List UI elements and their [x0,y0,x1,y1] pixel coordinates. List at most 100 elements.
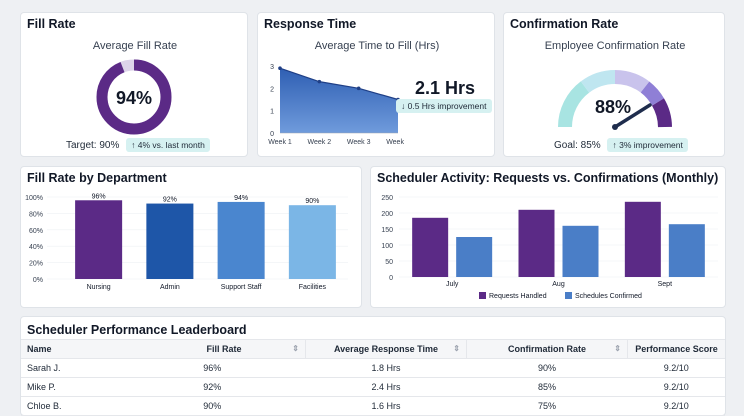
response-time-chart: 0 1 2 3 Week 1 Week 2 Week 3 Week 4 [268,64,405,146]
y-tick-label: 40% [29,244,43,251]
x-tick-label: Aug [552,281,565,288]
confirmation-rate-value: 88% [595,97,631,117]
response-time-card: Response Time Average Time to Fill (Hrs)… [257,12,495,157]
y-tick-label: 80% [29,211,43,218]
table-row[interactable]: Sarah J. 96% 1.8 Hrs 90% 9.2/10 [21,359,725,378]
table-row[interactable]: Mike P. 92% 2.4 Hrs 85% 9.2/10 [21,378,725,397]
confirmation-rate-title: Confirmation Rate [510,17,619,31]
y-tick-label: 3 [270,64,274,71]
bar [288,205,336,279]
scheduler-chart-title: Scheduler Activity: Requests vs. Confirm… [377,171,719,185]
table-cell: 92% [203,382,222,392]
fill-rate-footer: Target: 90% ↑ 4% vs. last month [66,138,210,152]
data-label: 94% [234,195,248,202]
col-fill-rate[interactable]: Fill Rate ⇕ [143,339,306,359]
table-cell: 90% [537,363,556,373]
col-name-label: Name [27,344,52,354]
col-performance-score[interactable]: Performance Score [628,340,726,359]
data-point [278,66,282,71]
confirmation-gauge: 88% [558,70,672,130]
col-confirmation-rate[interactable]: Confirmation Rate ⇕ [466,339,628,359]
response-time-title: Response Time [264,17,357,31]
leaderboard-table: Name Fill Rate ⇕ Average Response Time ⇕ C… [21,339,725,416]
bar [412,217,449,277]
col-performance-score-label: Performance Score [635,344,718,354]
x-tick-label: Week 4 [386,139,405,146]
sort-icon[interactable]: ⇕ [453,344,460,353]
scheduler-bar-chart: 0 50 100 150 200 250 July Aug Sept Requests Handl… [381,195,718,300]
x-tick-label: Week 3 [347,139,371,146]
table-cell: Chloe B. [27,401,62,411]
legend-label: Requests Handled [489,293,547,300]
confirmation-footer: Goal: 85% ↑ 3% improvement [554,138,688,152]
legend-label: Schedules Confirmed [575,293,642,300]
gauge-segment-1 [558,81,590,128]
bar [562,225,599,277]
y-tick-label: 100% [25,195,43,202]
leaderboard-card: Scheduler Performance Leaderboard Name F… [20,316,726,416]
y-tick-label: 2 [270,86,274,93]
col-confirmation-rate-label: Confirmation Rate [507,344,586,354]
data-label: 96% [92,193,106,200]
area-fill [280,68,398,133]
table-cell: 1.8 Hrs [371,363,401,373]
bar [668,224,705,277]
sort-icon[interactable]: ⇕ [292,344,299,353]
gauge-segment-4 [640,81,665,106]
leaderboard-body: Sarah J. 96% 1.8 Hrs 90% 9.2/10 Mike P. 92% 2.4… [21,359,725,416]
confirmation-improvement-badge: ↑ 3% improvement [607,138,688,152]
dept-bar-chart: 0% 20% 40% 60% 80% 100% 96% Nursing 92% Admin 94% S… [25,193,348,291]
dept-chart-title: Fill Rate by Department [27,171,167,185]
table-cell: 75% [537,401,556,411]
col-response-time[interactable]: Average Response Time ⇕ [305,339,467,359]
table-row[interactable]: Chloe B. 90% 1.6 Hrs 75% 9.2/10 [21,397,725,416]
fill-rate-donut: 94% [96,59,172,135]
table-cell: Mike P. [27,382,56,392]
fill-rate-card: Fill Rate Average Fill Rate 94% Target: … [20,12,248,157]
y-tick-label: 20% [29,261,43,268]
gauge-needle [613,103,652,129]
y-tick-label: 150 [381,227,393,234]
response-time-improvement-badge: ↓ 0.5 Hrs improvement [396,99,492,113]
scheduler-activity-card: Scheduler Activity: Requests vs. Confirm… [370,166,726,308]
fill-rate-target: Target: 90% [66,140,120,151]
data-point [317,79,322,84]
legend-swatch [479,292,486,299]
bar [217,201,265,279]
gauge-segment-2 [580,70,616,93]
leaderboard-title: Scheduler Performance Leaderboard [27,323,247,337]
y-tick-label: 0% [33,277,43,284]
response-time-subtitle: Average Time to Fill (Hrs) [314,40,440,52]
table-cell: 9.2/10 [663,363,689,373]
gauge-pivot [612,124,618,130]
sort-icon[interactable]: ⇕ [614,344,621,353]
bar [456,237,493,277]
y-tick-label: 0 [389,275,393,282]
y-tick-label: 0 [270,131,274,138]
x-tick-label: Admin [160,284,180,291]
table-cell: 2.4 Hrs [371,382,401,392]
table-cell: 9.2/10 [663,401,689,411]
series-line [279,67,399,101]
data-label: 90% [305,198,319,205]
table-cell: 1.6 Hrs [371,401,401,411]
confirmation-rate-subtitle: Employee Confirmation Rate [544,40,686,52]
x-tick-label: Facilities [299,284,327,291]
legend-swatch [565,292,572,299]
gauge-segment-3 [614,70,650,93]
response-time-value: 2.1 Hrs [415,78,476,98]
y-tick-label: 200 [381,211,393,218]
col-response-time-label: Average Response Time [333,344,439,354]
bar [624,201,661,277]
col-name[interactable]: Name [21,340,143,359]
gauge-segment-5 [651,98,672,128]
y-tick-label: 60% [29,228,43,235]
data-point [356,86,361,91]
table-cell: 9.2/10 [663,382,689,392]
x-tick-label: July [446,281,459,288]
y-tick-label: 1 [270,109,274,116]
table-cell: 85% [537,382,556,392]
x-tick-label: Week 2 [308,139,332,146]
y-tick-label: 100 [381,243,393,250]
y-tick-label: 250 [381,195,393,202]
